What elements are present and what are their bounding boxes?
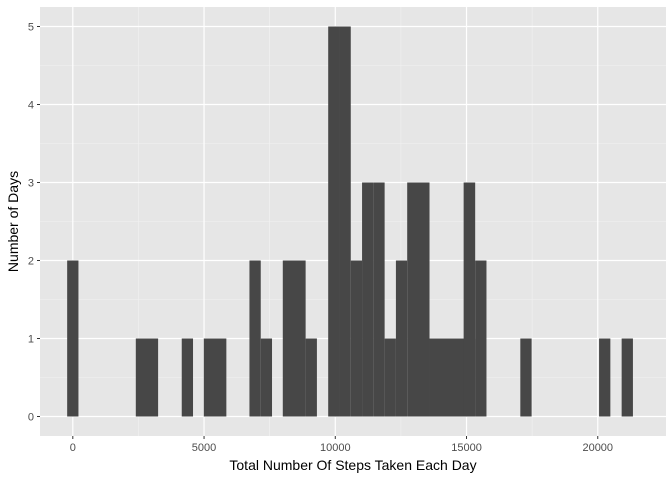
histogram-bar [520,338,532,417]
histogram-bar [135,338,159,417]
y-tick-label: 3 [28,178,34,190]
histogram-bar [339,26,351,417]
x-axis-title: Total Number Of Steps Taken Each Day [229,457,476,473]
x-tick-label: 0 [70,442,76,454]
x-tick-label: 5000 [192,442,216,454]
histogram-bar [407,182,430,417]
histogram-bar [305,338,317,417]
x-tick-label: 20000 [582,442,613,454]
y-tick-label: 4 [28,100,34,112]
histogram-bar [203,338,227,417]
histogram-bar [260,338,273,417]
histogram-bar [384,338,396,417]
bar-layer [67,26,633,417]
histogram-bar [621,338,633,417]
histogram-bar [395,260,408,417]
histogram-bar [350,260,363,417]
histogram-bar [373,182,385,417]
histogram-bar [282,260,306,417]
histogram-bar [475,260,487,417]
histogram-bar [599,338,611,417]
histogram-bar [362,182,374,417]
histogram-bar [249,260,261,417]
histogram-bar [328,26,340,417]
histogram-bar [463,182,476,417]
y-tick-label: 0 [28,412,34,424]
axis-layer: 0 5000 10000 15000 20000 0 1 2 3 4 5 [28,22,613,455]
x-tick-label: 15000 [451,442,482,454]
y-axis-title: Number of Days [5,171,21,272]
y-tick-label: 1 [28,334,34,346]
y-tick-label: 2 [28,256,34,268]
y-tick-label: 5 [28,22,34,34]
histogram-bar [67,260,79,417]
x-tick-label: 10000 [320,442,351,454]
histogram-bar [181,338,194,417]
